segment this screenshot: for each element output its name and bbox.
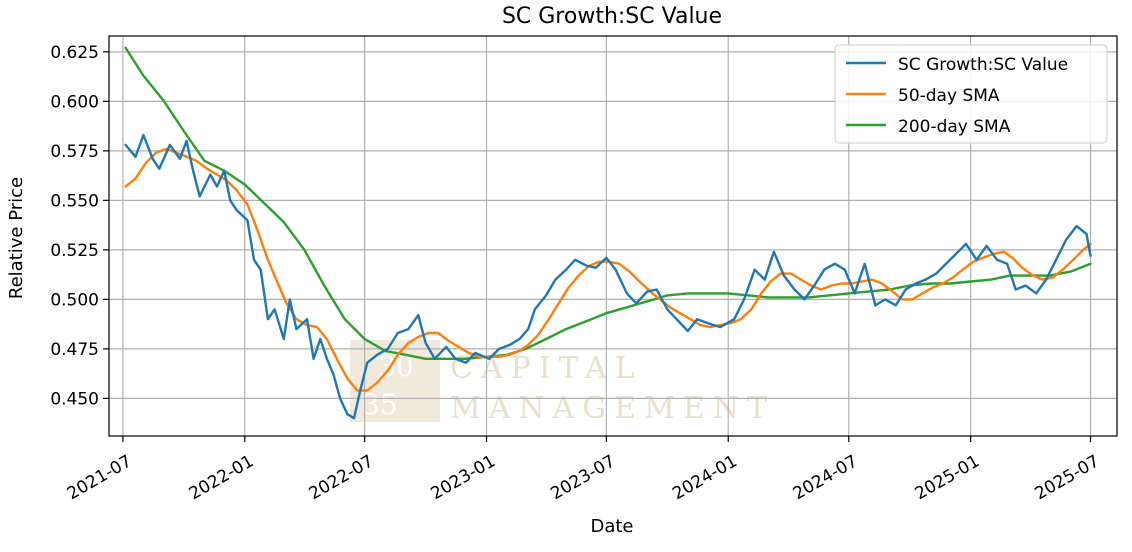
series-line-1 (124, 133, 1092, 420)
y-axis: 0.450 0.475 0.500 0.525 0.550 0.575 0.600 0.625 (50, 43, 109, 409)
x-axis-label: Date (590, 516, 633, 537)
x-tick-label: 2025-07 (1031, 451, 1103, 504)
series-layer (124, 46, 1092, 420)
y-axis-label: Relative Price (6, 177, 27, 299)
x-tick-label: 2024-07 (790, 451, 862, 504)
x-tick-label: 2024-01 (669, 451, 741, 504)
y-tick-label: 0.500 (50, 290, 99, 310)
x-tick-label: 2023-01 (427, 451, 499, 504)
y-tick-label: 0.600 (50, 92, 99, 112)
legend-label-series-1: SC Growth:SC Value (898, 55, 1068, 75)
x-tick-label: 2023-07 (547, 451, 619, 504)
legend: SC Growth:SC Value 50-day SMA 200-day SM… (834, 44, 1108, 144)
x-axis: 2021-07 2022-01 2022-07 2023-01 2023-07 2024-… (64, 436, 1103, 504)
legend-label-series-3: 200-day SMA (898, 117, 1011, 137)
x-tick-label: 2022-01 (186, 451, 258, 504)
watermark-line2: MANAGEMENT (450, 391, 775, 426)
series-line-3 (124, 46, 1092, 360)
x-tick-label: 2021-07 (64, 451, 136, 504)
y-tick-label: 0.575 (50, 142, 99, 162)
watermark: 30 35 CAPITAL MANAGEMENT (350, 340, 775, 426)
watermark-mark-bottom: 35 (362, 388, 398, 421)
x-tick-label: 2025-01 (912, 451, 984, 504)
x-tick-label: 2022-07 (306, 451, 378, 504)
plot-frame (108, 35, 1118, 437)
legend-box (834, 44, 1108, 144)
y-tick-label: 0.475 (50, 340, 99, 360)
legend-label-series-2: 50-day SMA (898, 86, 1000, 106)
grid (109, 36, 1117, 436)
y-tick-label: 0.450 (50, 389, 99, 409)
y-tick-label: 0.525 (50, 241, 99, 261)
y-tick-label: 0.550 (50, 191, 99, 211)
y-tick-label: 0.625 (50, 43, 99, 63)
chart-title: SC Growth:SC Value (502, 4, 722, 29)
